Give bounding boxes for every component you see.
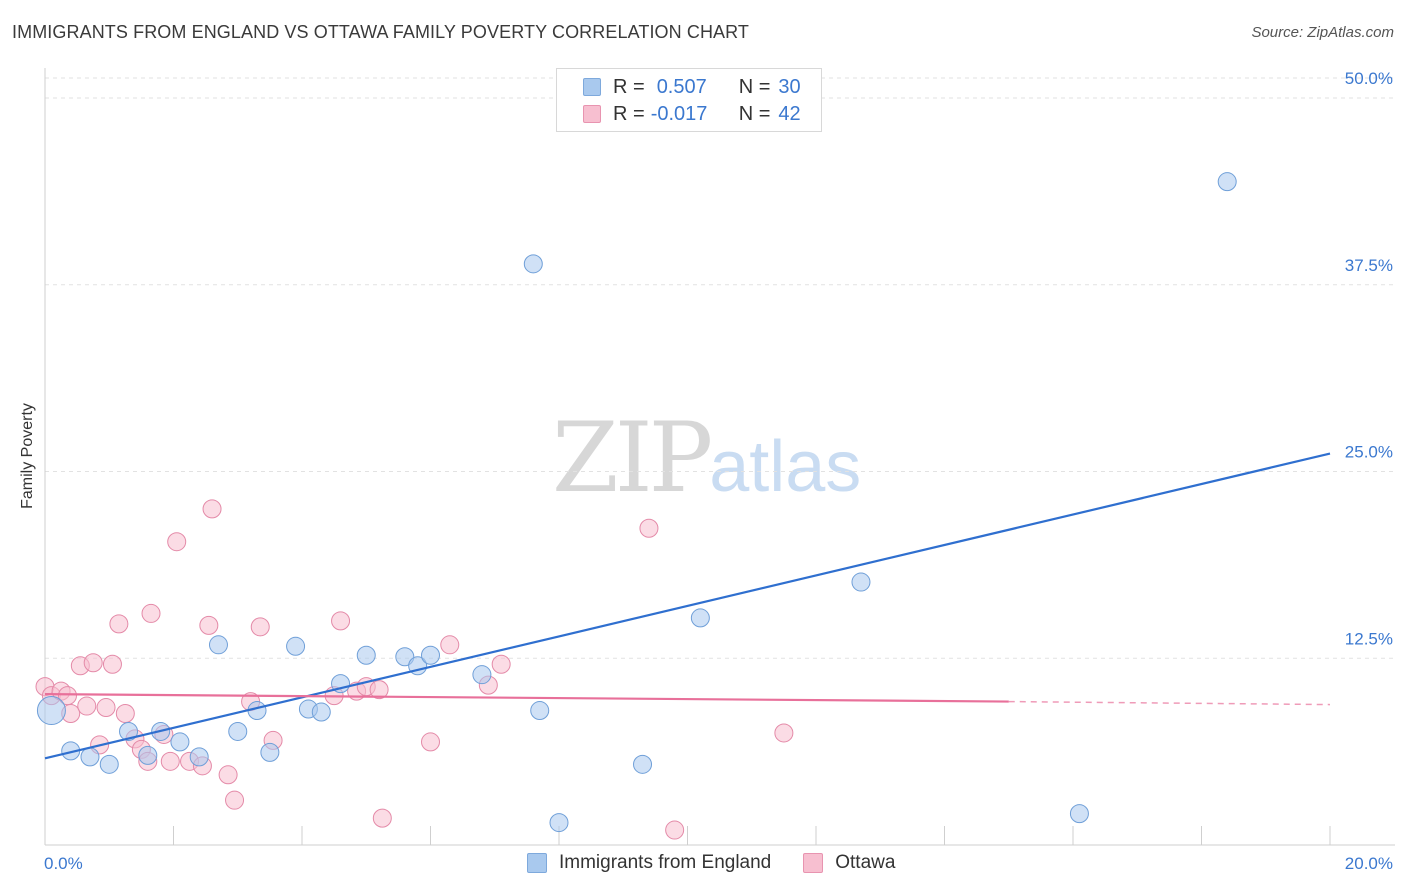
point-ottawa (83, 653, 103, 673)
x-tick-label: 0.0% (44, 854, 83, 873)
point-ottawa (665, 820, 685, 840)
point-ottawa (160, 751, 180, 771)
legend-swatch-ottawa (583, 105, 601, 123)
points-layer (35, 172, 1237, 840)
point-england (208, 635, 228, 655)
series-label-england: Immigrants from England (559, 852, 772, 873)
point-ottawa (102, 654, 122, 674)
watermark: ZIPatlas (552, 402, 861, 514)
point-ottawa (639, 518, 659, 538)
label-layer: 12.5% 25.0% 37.5% 50.0% 0.0% 20.0% (44, 69, 1393, 873)
point-england (36, 696, 66, 726)
trend-layer (44, 452, 1331, 760)
watermark-zip: ZIP (552, 402, 713, 514)
legend-r-value: 0.507 (656, 75, 707, 98)
point-england (530, 701, 550, 721)
point-ottawa (167, 532, 187, 552)
legend-n-value: 42 (778, 102, 801, 125)
legend-n-label: N = (738, 102, 771, 125)
point-england (119, 721, 139, 741)
watermark-atlas: atlas (709, 427, 862, 507)
y-tick-label: 50.0% (1345, 69, 1393, 88)
point-ottawa (369, 680, 389, 700)
legend-r-value: -0.017 (650, 102, 708, 125)
point-ottawa (774, 723, 794, 743)
point-england (260, 742, 280, 762)
series-swatch-england (527, 853, 547, 873)
point-england (138, 745, 158, 765)
point-ottawa (96, 698, 116, 718)
point-england (523, 254, 543, 274)
legend-r-label: R = (613, 102, 645, 125)
point-england (690, 608, 710, 628)
point-ottawa (141, 603, 161, 623)
point-ottawa (199, 615, 219, 635)
source-label: Source: ZipAtlas.com (1251, 24, 1394, 41)
point-england (170, 732, 190, 752)
series-label-ottawa: Ottawa (835, 852, 896, 873)
x-tick-label: 20.0% (1345, 854, 1393, 873)
point-england (189, 747, 209, 767)
series-swatch-ottawa (803, 853, 824, 873)
series-legend: Immigrants from England Ottawa (527, 852, 927, 874)
legend-row-ottawa: R = -0.017 N = 42 (583, 102, 801, 126)
grid-layer (45, 77, 1395, 659)
series-legend-ottawa: Ottawa (803, 852, 895, 874)
series-legend-england: Immigrants from England (527, 852, 771, 874)
point-england (80, 747, 100, 767)
point-england (851, 572, 871, 592)
chart-title: IMMIGRANTS FROM ENGLAND VS OTTAWA FAMILY… (12, 22, 750, 42)
point-ottawa (372, 808, 392, 828)
point-england (421, 645, 440, 665)
legend-r-label: R = (613, 75, 645, 98)
point-england (228, 721, 248, 741)
point-england (286, 636, 306, 656)
point-england (99, 754, 119, 774)
point-ottawa (421, 732, 440, 752)
point-ottawa (109, 614, 129, 634)
point-england (1069, 804, 1089, 824)
point-england (549, 813, 569, 833)
correlation-legend: R = 0.507 N = 30 R = -0.017 N = 42 (556, 68, 822, 132)
point-ottawa (225, 790, 245, 810)
point-ottawa (331, 611, 351, 631)
y-tick-label: 37.5% (1345, 256, 1393, 275)
point-england (633, 754, 653, 774)
point-ottawa (250, 617, 270, 637)
trendline-england (44, 452, 1331, 760)
point-england (472, 665, 492, 685)
axis-layer (44, 68, 1395, 846)
legend-row-england: R = 0.507 N = 30 (583, 75, 801, 99)
trendline-ottawa-extrapolated (1008, 700, 1331, 706)
point-ottawa (77, 696, 97, 716)
legend-swatch-england (583, 78, 601, 96)
point-ottawa (491, 654, 511, 674)
point-england (356, 645, 376, 665)
point-ottawa (202, 499, 222, 519)
point-england (311, 702, 331, 722)
point-ottawa (115, 704, 135, 724)
legend-n-label: N = (738, 75, 771, 98)
point-england (1217, 172, 1237, 192)
point-ottawa (440, 635, 460, 655)
point-ottawa (218, 765, 238, 785)
y-tick-label: 12.5% (1345, 629, 1393, 648)
trendline-ottawa (44, 693, 1009, 703)
y-tick-label: 25.0% (1345, 443, 1393, 462)
legend-n-value: 30 (778, 75, 801, 98)
